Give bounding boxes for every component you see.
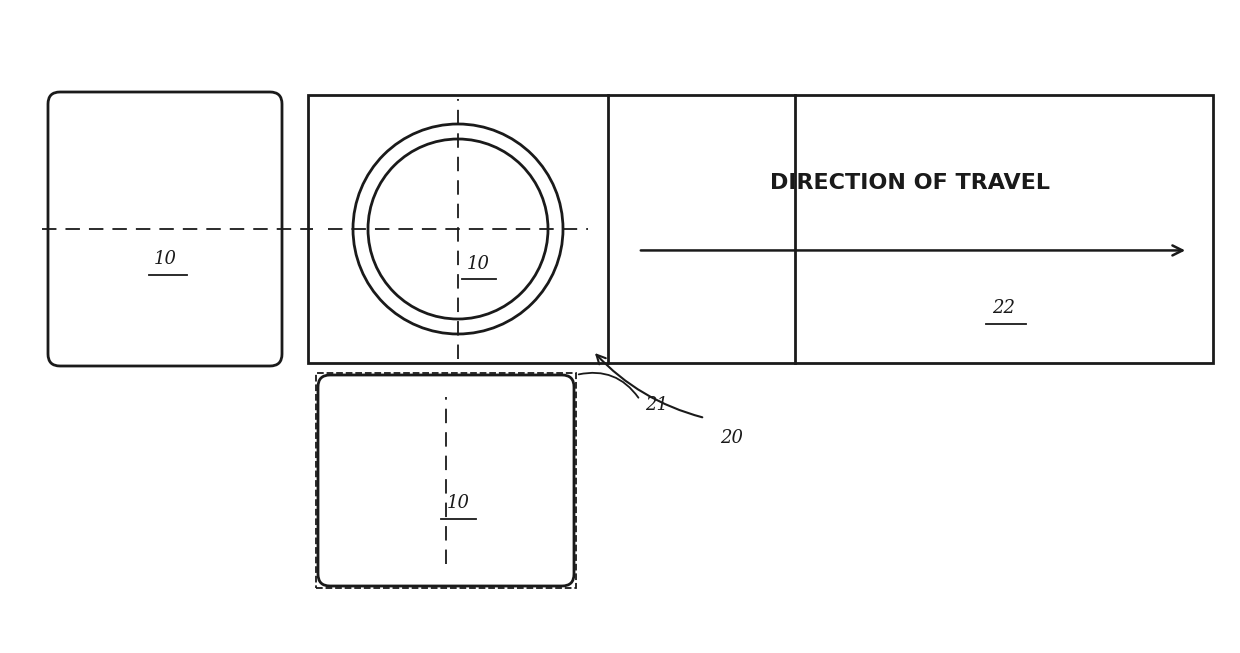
FancyBboxPatch shape xyxy=(48,92,281,366)
Text: 10: 10 xyxy=(154,250,176,268)
Text: 20: 20 xyxy=(720,429,743,447)
Text: 22: 22 xyxy=(992,299,1016,317)
Text: 10: 10 xyxy=(446,494,470,512)
Circle shape xyxy=(368,139,548,319)
FancyBboxPatch shape xyxy=(317,375,574,586)
Text: DIRECTION OF TRAVEL: DIRECTION OF TRAVEL xyxy=(770,174,1050,193)
Bar xyxy=(316,373,577,588)
Text: 10: 10 xyxy=(466,255,490,273)
Bar xyxy=(308,95,1213,363)
Text: 21: 21 xyxy=(645,396,668,414)
Circle shape xyxy=(353,124,563,334)
